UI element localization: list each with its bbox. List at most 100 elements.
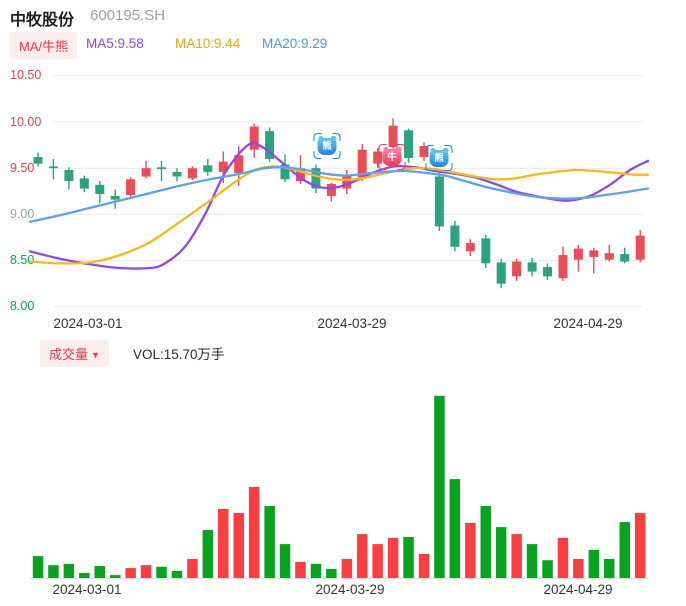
candle-body[interactable] [172,171,182,177]
volume-bar[interactable] [32,556,44,578]
candle-body[interactable] [450,225,460,247]
candle-body[interactable] [311,168,321,189]
ma-indicator-selector[interactable]: MA/牛熊 [10,32,78,59]
candle-body[interactable] [434,176,444,227]
volume-bar[interactable] [295,561,306,578]
candle-body[interactable] [419,146,429,158]
candle-body[interactable] [404,130,414,158]
volume-bar[interactable] [557,537,569,578]
volume-bar[interactable] [403,537,414,578]
volume-bar[interactable] [156,566,167,578]
stock-symbol: 600195.SH [90,7,166,24]
volume-date-label: 2024-03-29 [315,582,385,597]
ma-indicator-label: MA/牛熊 [19,39,69,54]
volume-selector-label: 成交量 [49,347,89,362]
candle-body[interactable] [558,255,568,279]
candle-body[interactable] [126,179,136,195]
volume-bar[interactable] [480,506,492,578]
volume-bar[interactable] [526,544,538,578]
volume-bar[interactable] [495,527,507,578]
bear-marker-icon[interactable]: 熊 [313,133,341,159]
stock-name: 中牧股份 [10,12,75,29]
candle-body[interactable] [249,126,259,150]
volume-bar[interactable] [372,544,383,578]
candle-body[interactable] [296,168,305,182]
candle-body[interactable] [33,157,43,164]
candle-body[interactable] [589,250,599,257]
candle-body[interactable] [64,170,74,182]
candle-body[interactable] [110,195,120,200]
candle-body[interactable] [280,164,290,180]
volume-bar[interactable] [465,522,476,578]
volume-indicator-selector[interactable]: 成交量 ▼ [40,340,109,367]
candle-body[interactable] [342,175,352,189]
volume-bar[interactable] [310,563,322,578]
volume-bar[interactable] [604,559,615,578]
candle-body[interactable] [543,267,552,277]
candle-body[interactable] [157,167,166,170]
candle-body[interactable] [620,254,630,262]
candle-body[interactable] [326,183,336,196]
candle-body[interactable] [527,262,537,272]
price-date-label: 2024-03-01 [53,316,123,331]
y-axis-label: 10.00 [10,114,42,129]
volume-bar[interactable] [588,549,600,578]
candle-body[interactable] [373,151,383,164]
candle-body[interactable] [573,248,583,260]
volume-bar[interactable] [48,565,59,578]
volume-bar[interactable] [449,479,461,578]
y-axis-label: 9.50 [10,160,35,175]
volume-bar[interactable] [125,568,136,578]
candle-body[interactable] [218,161,228,172]
candle-body[interactable] [465,243,475,252]
candle-body[interactable] [141,168,151,177]
volume-bar[interactable] [634,513,646,578]
volume-bar[interactable] [573,559,584,578]
volume-bar[interactable] [94,566,106,578]
y-axis-label: 10.50 [10,68,42,83]
volume-bar[interactable] [202,530,214,578]
bear-marker-icon[interactable]: 熊 [425,145,453,171]
volume-bar[interactable] [63,563,75,578]
volume-bar[interactable] [326,568,337,578]
volume-bar[interactable] [233,513,245,578]
volume-bar[interactable] [279,544,291,578]
candle-body[interactable] [481,238,491,264]
volume-bar[interactable] [171,571,183,578]
candle-body[interactable] [187,168,197,179]
volume-bar[interactable] [341,559,353,578]
ma-value-label: MA10:9.44 [175,36,241,51]
bull-marker-icon[interactable]: 牛 [378,144,406,170]
volume-bar[interactable] [140,565,152,578]
volume-bar[interactable] [187,559,198,578]
candle-body[interactable] [496,262,506,284]
volume-bar[interactable] [434,395,445,578]
candle-body[interactable] [48,166,58,169]
candle-body[interactable] [79,178,89,189]
candle-body[interactable] [635,235,645,260]
ma-line-ma20 [28,166,650,223]
volume-bar[interactable] [218,508,229,578]
candle-body[interactable] [203,165,213,172]
candle-body[interactable] [357,149,367,178]
candle-body[interactable] [388,125,398,147]
volume-bar[interactable] [511,534,522,578]
volume-bar[interactable] [248,486,260,578]
volume-bar[interactable] [264,506,275,578]
candle-body[interactable] [95,184,105,194]
volume-bar[interactable] [110,575,121,578]
candle-body[interactable] [234,155,244,173]
volume-bar[interactable] [387,537,399,578]
volume-bar[interactable] [619,522,631,578]
volume-date-label: 2024-04-29 [543,582,613,597]
volume-bar[interactable] [357,534,368,578]
volume-bar[interactable] [542,560,553,578]
candle-body[interactable] [265,131,275,159]
candle-body[interactable] [512,261,522,277]
volume-bar[interactable] [418,554,430,578]
volume-bar[interactable] [79,573,90,578]
candle-body[interactable] [604,253,614,260]
ma-value-label: MA20:9.29 [262,36,328,51]
